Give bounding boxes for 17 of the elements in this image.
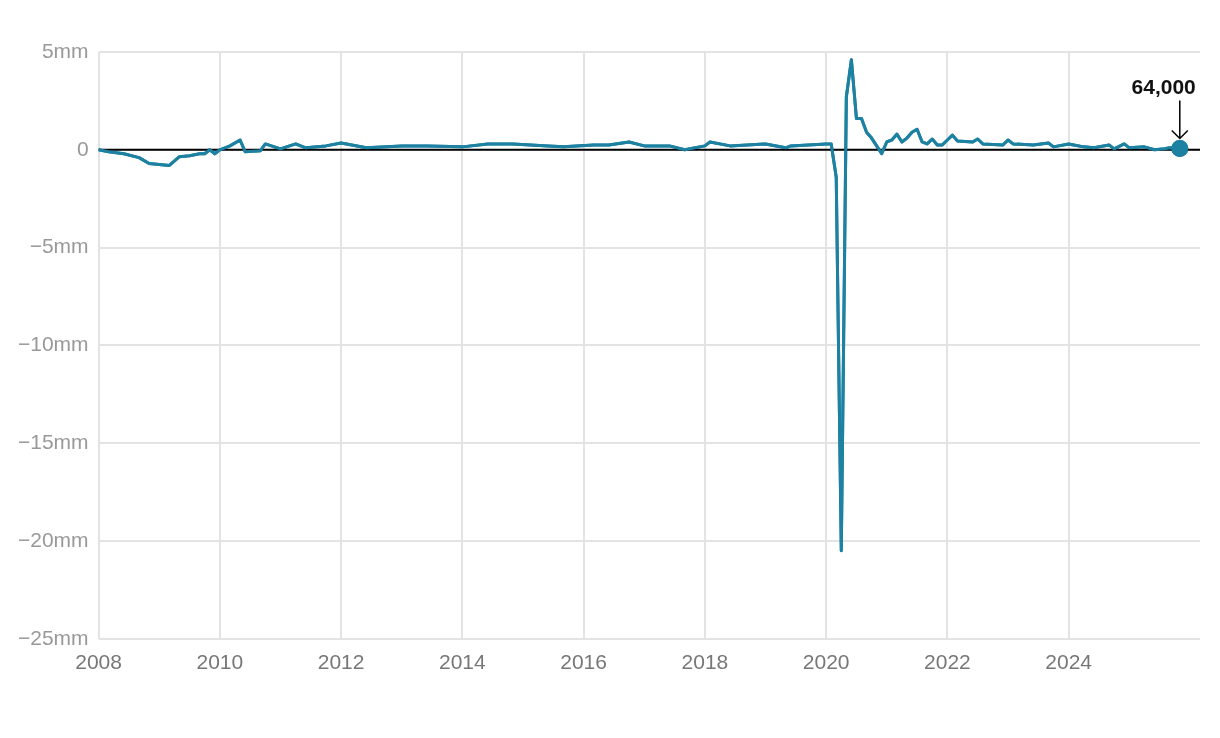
- x-tick-label: 2010: [196, 650, 244, 674]
- y-tick-label: −10mm: [18, 332, 89, 356]
- y-tick-label: −5mm: [29, 234, 89, 258]
- annotation: 64,000: [1131, 74, 1196, 98]
- y-tick-label: −25mm: [18, 625, 89, 649]
- x-tick-label: 2024: [1045, 650, 1093, 674]
- x-tick-label: 2016: [560, 650, 607, 674]
- x-tick-label: 2020: [802, 650, 850, 674]
- x-tick-label: 2014: [439, 650, 487, 674]
- x-tick-label: 2008: [75, 650, 122, 674]
- x-tick-label: 2018: [681, 650, 729, 674]
- x-tick-label: 2022: [924, 650, 971, 674]
- y-tick-label: −20mm: [18, 527, 89, 551]
- y-tick-label: 5mm: [41, 38, 89, 62]
- x-tick-label: 2012: [317, 650, 365, 674]
- y-tick-label: −15mm: [18, 430, 89, 453]
- y-tick-label: 0: [76, 136, 89, 160]
